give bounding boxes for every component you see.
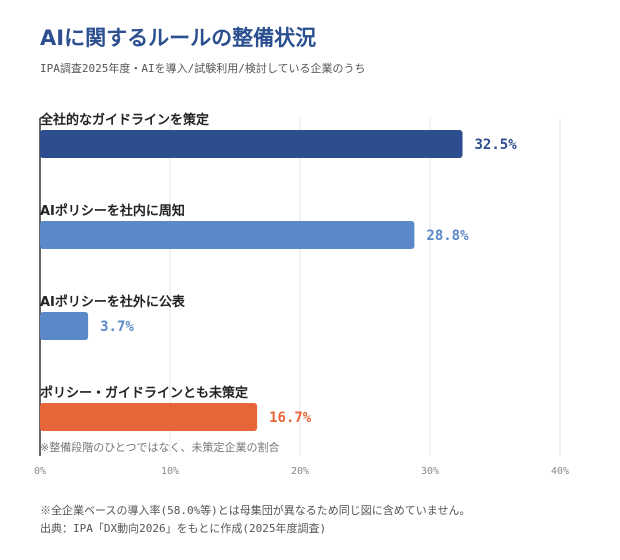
value-label: 28.8% [426, 228, 469, 244]
bar [40, 403, 258, 431]
x-tick-label: 40% [551, 466, 569, 477]
x-tick-label: 0% [34, 466, 46, 477]
bar [40, 221, 415, 249]
source-note: 出典：IPA「DX動向2026」をもとに作成(2025年度調査) [40, 522, 327, 535]
x-tick-label: 30% [421, 466, 439, 477]
category-label: ポリシー・ガイドラインとも未策定 [40, 385, 248, 401]
bar [40, 312, 89, 340]
category-label: AIポリシーを社内に周知 [40, 203, 185, 219]
value-label: 3.7% [100, 319, 134, 335]
annotation-note: ※整備段階のひとつではなく、未策定企業の割合 [40, 440, 279, 454]
value-label: 16.7% [269, 410, 312, 426]
category-label: 全社的なガイドラインを策定 [39, 112, 209, 128]
value-label: 32.5% [475, 137, 518, 153]
bar [40, 130, 463, 158]
bar-chart: 0% 10% 20% 30% 40% 全社的なガイドラインを策定 32.5% AIポリシーを社… [34, 112, 569, 477]
x-tick-label: 20% [291, 466, 309, 477]
footer-note: ※全企業ベースの導入率(58.0%等)とは母集団が異なるため同じ図に含めていませ… [40, 504, 471, 517]
category-label: AIポリシーを社外に公表 [40, 294, 186, 310]
x-tick-label: 10% [161, 466, 179, 477]
chart-subtitle: IPA調査2025年度・AIを導入/試験利用/検討している企業のうち [40, 62, 366, 75]
chart-title: AIに関するルールの整備状況 [40, 26, 317, 50]
